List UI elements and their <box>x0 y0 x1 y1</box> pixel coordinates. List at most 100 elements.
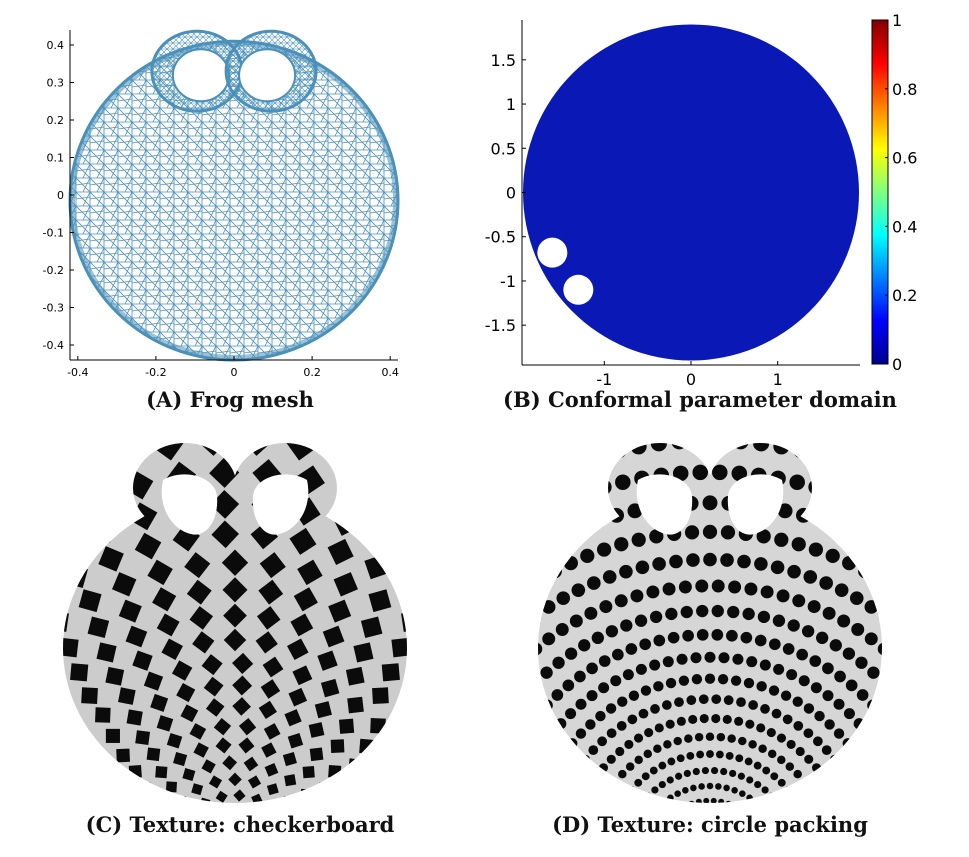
checker-square <box>347 696 364 714</box>
packing-dot <box>743 677 755 689</box>
packing-dot <box>598 655 611 667</box>
checker-square <box>134 532 162 560</box>
packing-dot <box>878 677 882 690</box>
packing-dot <box>628 690 640 701</box>
checker-square <box>147 559 173 586</box>
checker-square <box>237 806 248 808</box>
packing-dot <box>634 614 648 627</box>
checker-square <box>371 803 389 808</box>
dots-layer <box>530 438 882 803</box>
packing-dot <box>800 778 810 787</box>
packing-dot <box>728 580 742 594</box>
packing-dot <box>587 576 601 590</box>
packing-dot <box>674 790 681 797</box>
packing-dot <box>634 778 643 787</box>
checker-square <box>105 666 125 686</box>
packing-dot <box>630 443 647 455</box>
packing-dot <box>631 532 646 547</box>
checker-square <box>155 766 168 779</box>
packing-dot <box>686 695 697 706</box>
checker-square <box>55 781 62 801</box>
packing-dot <box>585 781 595 792</box>
checker-square <box>232 697 251 716</box>
packing-dot <box>732 653 744 665</box>
packing-dot <box>801 625 815 638</box>
packing-dot <box>746 794 753 802</box>
packing-dot <box>807 786 816 796</box>
checker-square <box>259 552 286 579</box>
packing-dot <box>643 749 653 759</box>
packing-dot <box>644 792 652 800</box>
packing-dot <box>634 755 643 765</box>
checker-square <box>341 784 357 800</box>
y-tick-label: -1.5 <box>485 316 516 335</box>
checker-square <box>63 799 80 803</box>
packing-dot <box>825 781 835 792</box>
packing-dot <box>658 761 667 770</box>
checker-square <box>290 613 314 637</box>
packing-dot <box>598 763 609 773</box>
packing-dot <box>669 554 683 569</box>
y-tick-label: 0.5 <box>491 139 516 158</box>
checker-square <box>63 709 77 728</box>
packing-dot <box>784 785 793 794</box>
packing-dot <box>653 634 666 647</box>
packing-dot <box>760 704 770 714</box>
packing-dot <box>711 713 721 724</box>
packing-dot <box>696 750 705 759</box>
checker-square <box>184 552 211 579</box>
packing-dot <box>674 697 684 708</box>
packing-dot <box>744 582 758 596</box>
packing-dot <box>712 464 728 481</box>
packing-dot <box>849 527 865 542</box>
checker-square <box>372 453 402 483</box>
packing-dot <box>796 507 811 523</box>
packing-dot <box>735 754 744 763</box>
packing-dot <box>551 759 563 770</box>
packing-dot <box>556 438 573 439</box>
checker-square <box>63 637 79 658</box>
packing-dot <box>627 503 643 519</box>
packing-dot <box>580 548 595 563</box>
packing-dot <box>616 802 624 803</box>
packing-dot <box>758 744 767 753</box>
checker-square <box>287 638 309 661</box>
packing-dot <box>649 659 661 671</box>
checker-square <box>78 589 102 613</box>
packing-dot <box>852 460 869 477</box>
packing-dot <box>578 639 591 652</box>
packing-dot <box>821 745 832 756</box>
checker-square <box>180 704 199 723</box>
packing-dot <box>644 728 654 738</box>
packing-dot <box>538 508 540 524</box>
packing-dot <box>849 786 860 797</box>
packing-dot <box>768 638 781 651</box>
checker-square <box>203 676 224 697</box>
packing-dot <box>667 631 680 644</box>
packing-dot <box>772 614 786 627</box>
packing-dot <box>686 751 695 760</box>
checker-square <box>192 631 215 654</box>
packing-dot <box>726 629 738 642</box>
packing-dot <box>605 703 617 714</box>
packing-dot <box>627 714 638 725</box>
packing-dot <box>580 754 591 765</box>
packing-dot <box>591 513 606 529</box>
eye-hole <box>727 474 784 535</box>
packing-dot <box>688 800 695 803</box>
packing-dot <box>727 605 740 619</box>
checker-square <box>393 709 407 728</box>
disk-hole <box>537 237 568 268</box>
checker-square <box>232 675 253 696</box>
packing-dot <box>712 443 729 449</box>
checker-square <box>132 650 153 671</box>
packing-dot <box>753 761 762 770</box>
packing-dot <box>615 746 625 757</box>
checker-square <box>330 739 345 754</box>
checker-square <box>83 483 112 513</box>
packing-dot <box>541 699 553 712</box>
packing-dot <box>530 764 535 775</box>
checker-square <box>208 775 223 789</box>
checker-square <box>368 589 392 613</box>
checker-square <box>63 443 91 450</box>
